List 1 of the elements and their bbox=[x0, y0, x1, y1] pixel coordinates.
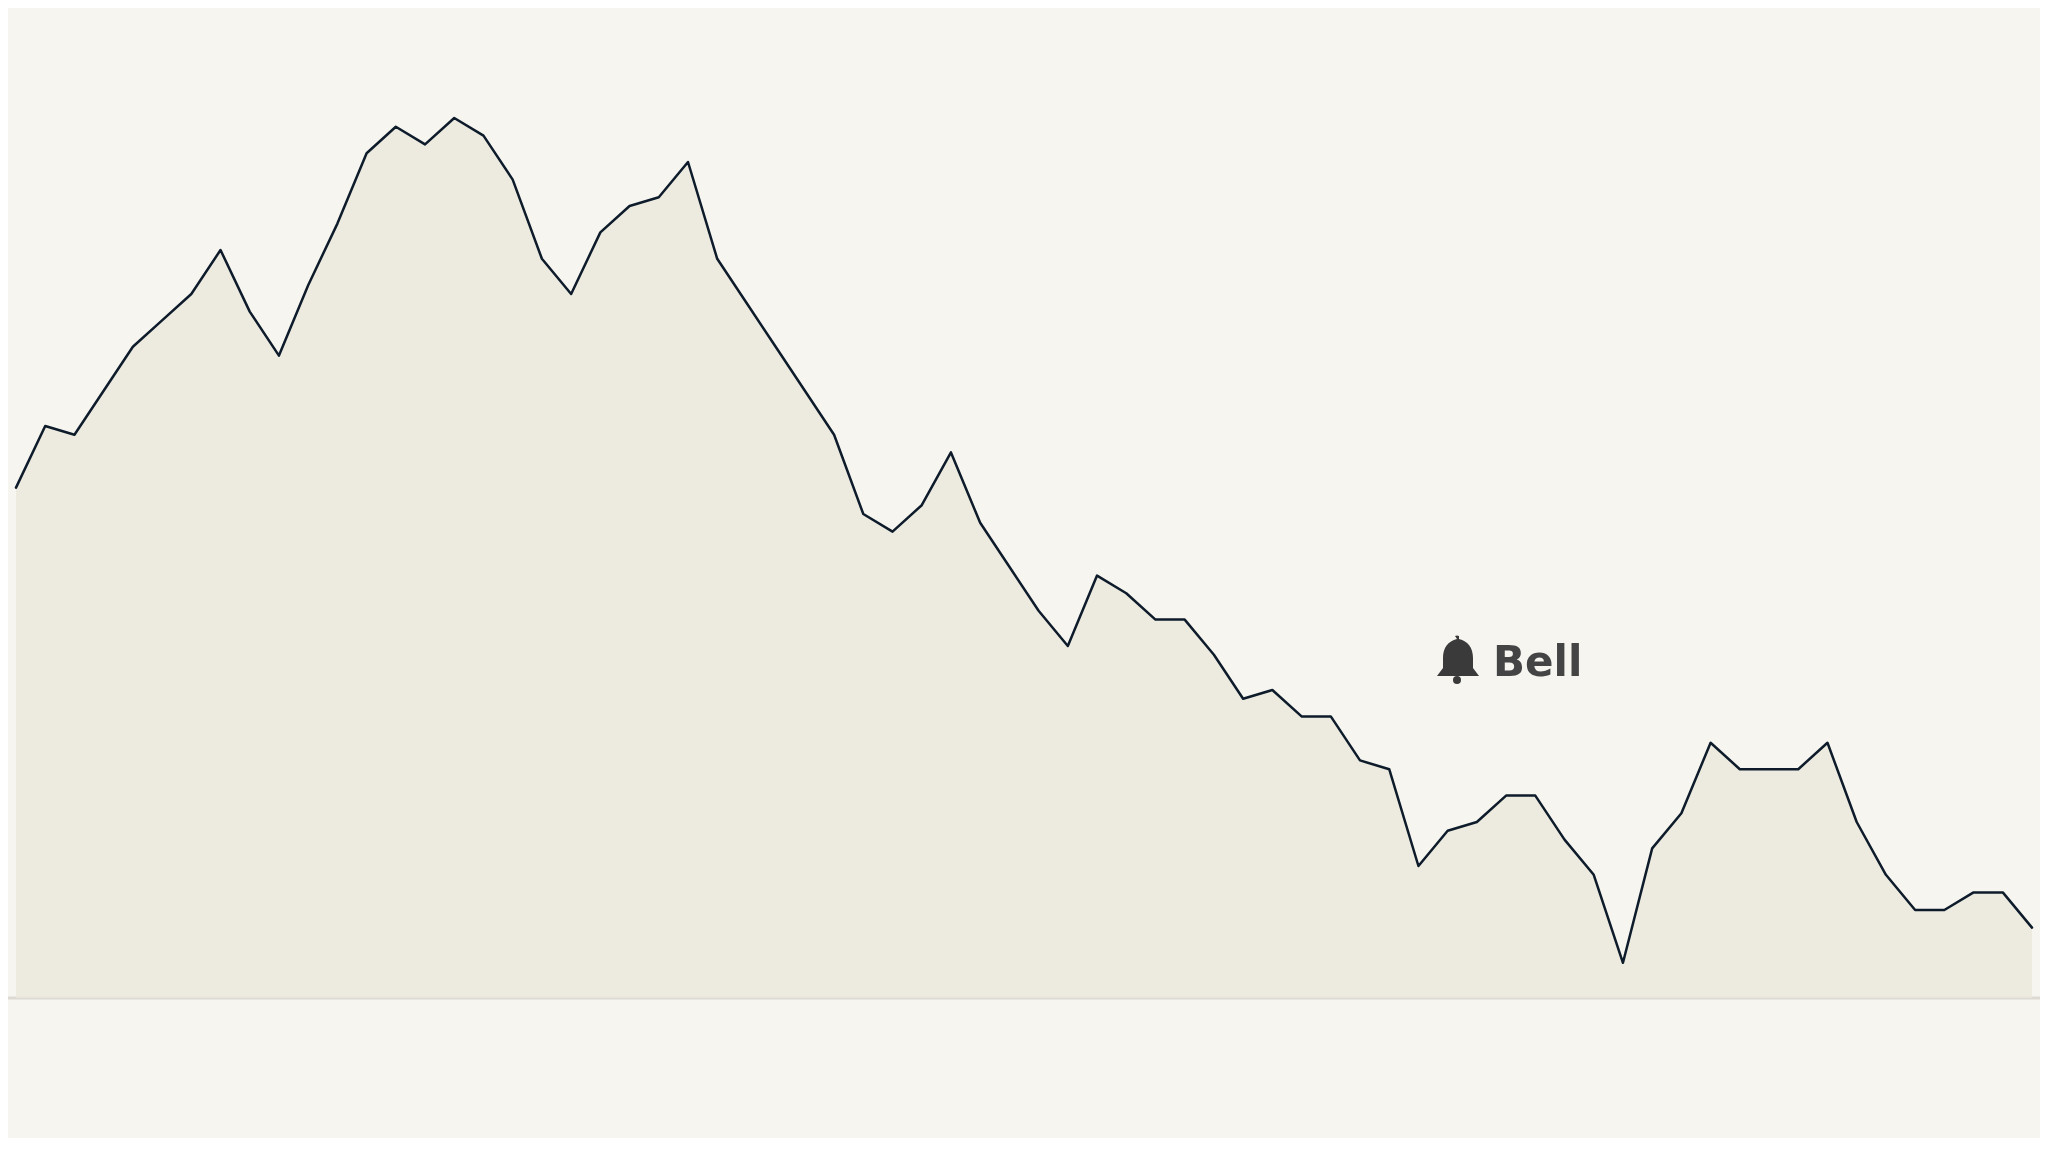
annotation: Bell bbox=[1493, 637, 1583, 686]
